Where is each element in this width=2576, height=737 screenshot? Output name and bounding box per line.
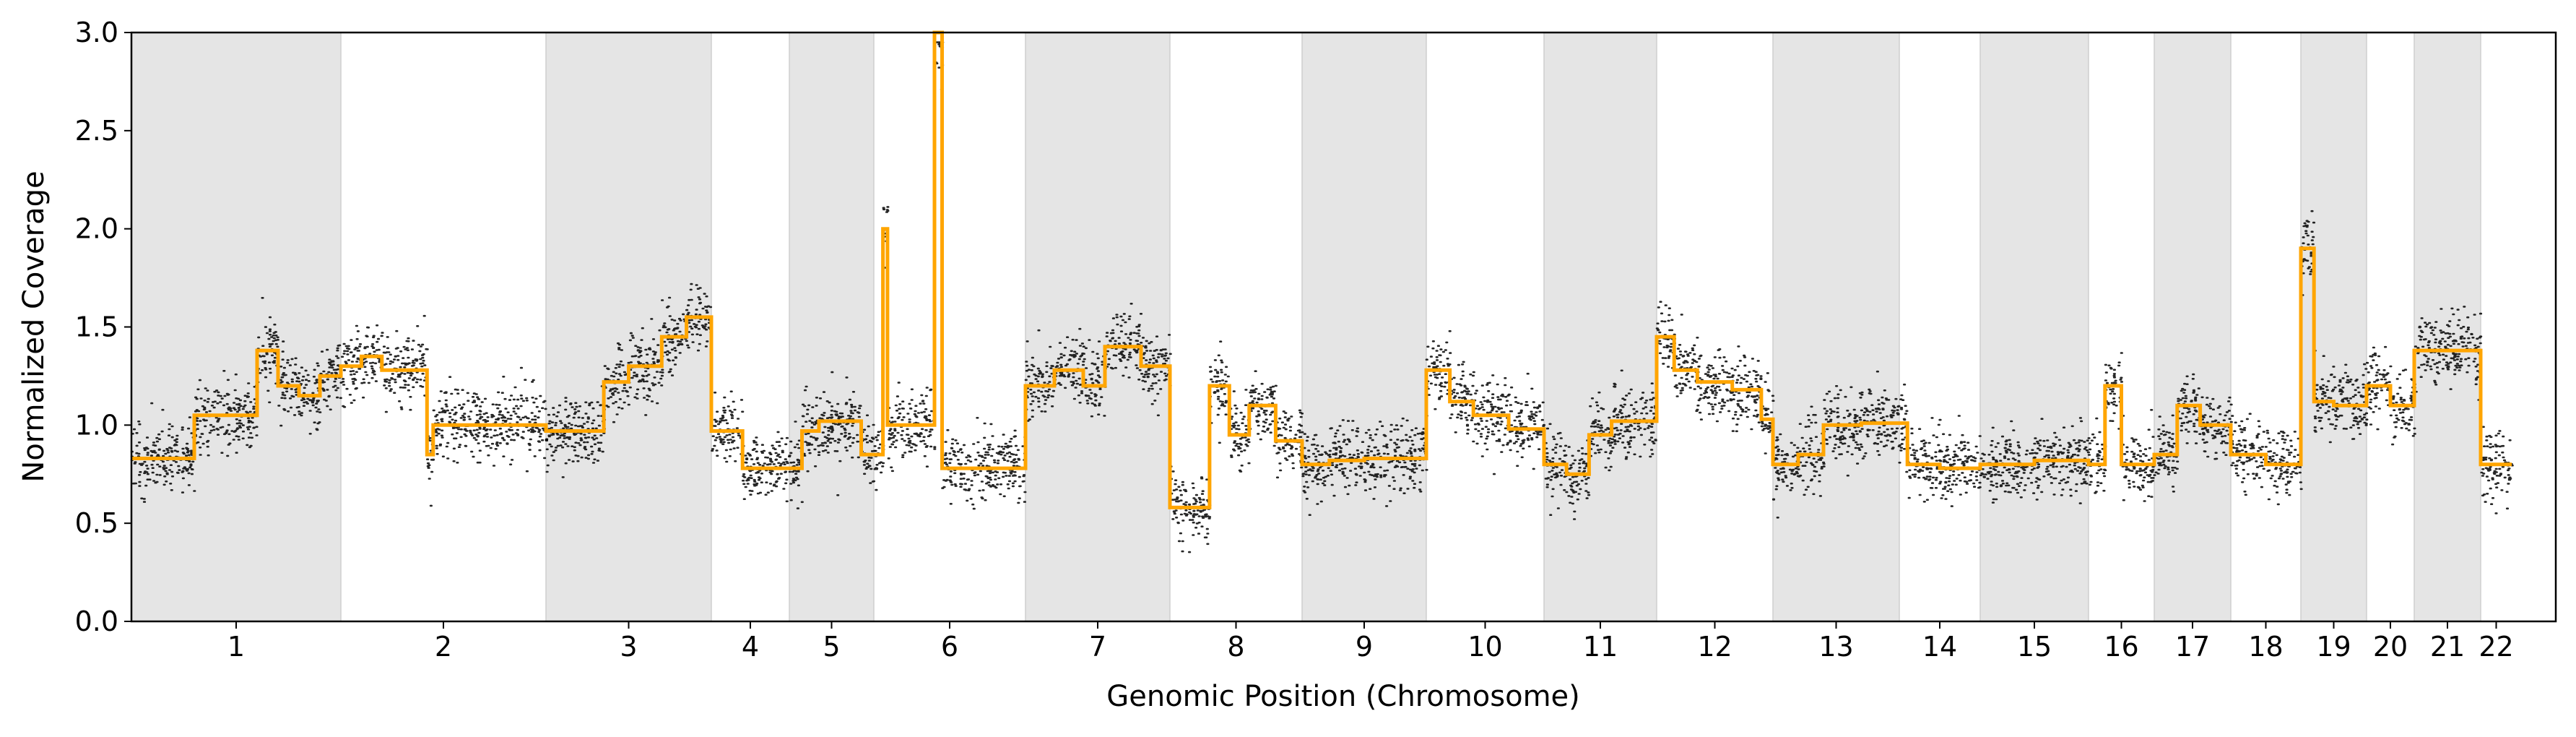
x-tick-label-20: 20 (2373, 631, 2408, 663)
y-tick-label-0.0: 0.0 (75, 605, 118, 637)
x-tick-label-7: 7 (1089, 631, 1106, 663)
x-tick-label-21: 21 (2430, 631, 2465, 663)
x-tick-label-5: 5 (823, 631, 840, 663)
x-tick-label-3: 3 (620, 631, 637, 663)
y-tick-label-2.0: 2.0 (75, 213, 118, 245)
x-tick-label-2: 2 (435, 631, 452, 663)
x-tick-label-17: 17 (2175, 631, 2210, 663)
coverage-points-chr-14 (1899, 383, 1982, 507)
x-axis: 1 2 3 4 5 6 7 8 9 10 11 12 13 14 15 16 17 18 19 20 21 22 (227, 621, 2514, 663)
segment-line (131, 30, 2512, 509)
chromosome-band-19 (2301, 33, 2367, 621)
chromosome-band-9 (1302, 33, 1426, 621)
y-tick-label-0.5: 0.5 (75, 507, 118, 539)
y-tick-label-1.0: 1.0 (75, 409, 118, 441)
x-tick-label-22: 22 (2479, 631, 2513, 663)
chromosome-band-1 (131, 33, 341, 621)
x-tick-label-10: 10 (1467, 631, 1502, 663)
coverage-points-chr-9 (1301, 417, 1428, 516)
x-tick-label-6: 6 (941, 631, 958, 663)
x-axis-label: Genomic Position (Chromosome) (1106, 680, 1580, 713)
chromosome-band-11 (1544, 33, 1657, 621)
chromosome-band-3 (546, 33, 711, 621)
chromosome-band-15 (1980, 33, 2089, 621)
coverage-points-chr-19 (2300, 210, 2369, 444)
coverage-points-chr-8 (1169, 340, 1304, 553)
chromosome-band-5 (789, 33, 874, 621)
x-tick-label-12: 12 (1697, 631, 1732, 663)
x-tick-label-18: 18 (2248, 631, 2283, 663)
y-tick-label-1.5: 1.5 (75, 311, 118, 343)
chromosome-band-17 (2154, 33, 2231, 621)
x-tick-label-14: 14 (1922, 631, 1957, 663)
chromosome-shading (131, 33, 2481, 621)
segment-lines (131, 30, 2512, 509)
x-tick-label-19: 19 (2316, 631, 2351, 663)
y-axis-label: Normalized Coverage (17, 171, 51, 482)
y-tick-label-3.0: 3.0 (75, 17, 118, 48)
x-tick-label-9: 9 (1356, 631, 1373, 663)
x-tick-label-1: 1 (227, 631, 245, 663)
y-axis: 0.0 0.5 1.0 1.5 2.0 2.5 3.0 (75, 17, 131, 637)
y-tick-label-2.5: 2.5 (75, 115, 118, 147)
chromosome-band-7 (1025, 33, 1170, 621)
chromosome-band-21 (2414, 33, 2481, 621)
x-tick-label-13: 13 (1818, 631, 1853, 663)
x-tick-label-16: 16 (2104, 631, 2138, 663)
chromosome-band-13 (1773, 33, 1899, 621)
coverage-points-chr-22 (2480, 426, 2514, 514)
x-tick-label-4: 4 (742, 631, 759, 663)
x-tick-label-15: 15 (2017, 631, 2052, 663)
x-tick-label-8: 8 (1227, 631, 1244, 663)
x-tick-label-11: 11 (1583, 631, 1618, 663)
